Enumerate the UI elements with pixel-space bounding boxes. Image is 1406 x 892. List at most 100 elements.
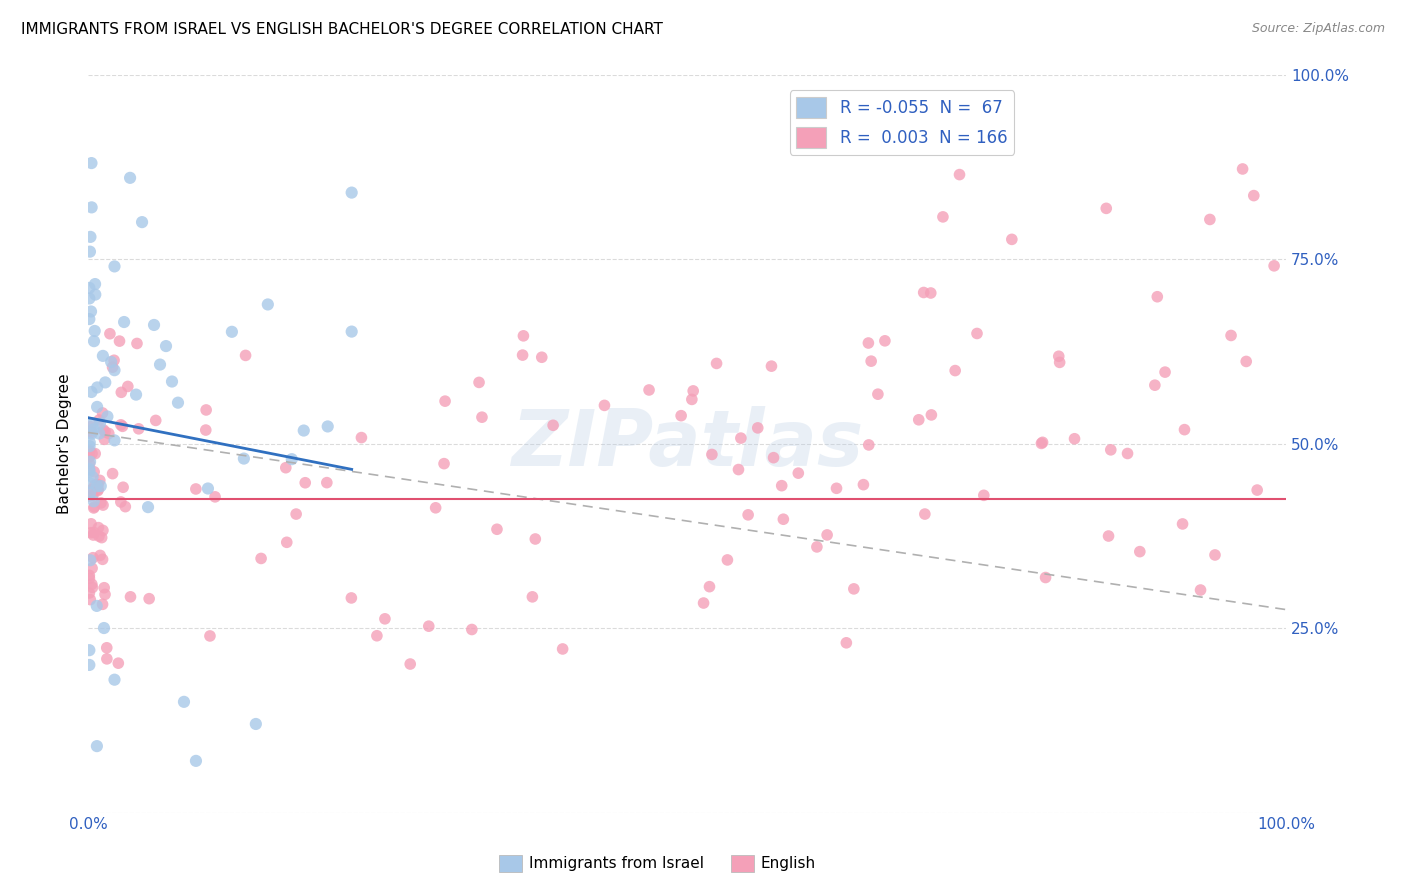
Point	[966, 326, 988, 341]
Point	[762, 450, 785, 465]
Point	[94, 376, 117, 390]
Point	[83, 334, 105, 348]
Point	[461, 623, 484, 637]
Point	[920, 408, 942, 422]
Point	[912, 285, 935, 300]
Point	[835, 636, 858, 650]
Point	[197, 482, 219, 496]
Point	[120, 170, 142, 185]
Point	[1154, 365, 1177, 379]
Point	[1232, 161, 1254, 176]
Point	[294, 475, 316, 490]
Point	[93, 433, 115, 447]
Point	[79, 450, 101, 464]
Point	[350, 431, 373, 445]
Point	[93, 423, 115, 437]
Point	[80, 156, 103, 170]
Point	[907, 413, 929, 427]
Point	[79, 281, 101, 295]
Point	[83, 478, 105, 492]
Point	[232, 451, 254, 466]
Point	[1243, 188, 1265, 202]
Point	[97, 426, 120, 441]
Point	[524, 532, 547, 546]
Point	[184, 482, 207, 496]
Point	[103, 434, 125, 448]
Point	[948, 168, 970, 182]
Point	[1095, 202, 1118, 216]
Point	[83, 500, 105, 515]
Point	[593, 398, 616, 412]
Point	[79, 568, 101, 582]
Point	[682, 384, 704, 398]
Point	[79, 657, 101, 672]
Point	[91, 552, 114, 566]
Point	[245, 717, 267, 731]
Point	[285, 507, 308, 521]
Y-axis label: Bachelor's Degree: Bachelor's Degree	[58, 373, 72, 514]
Point	[1234, 354, 1257, 368]
Point	[858, 336, 880, 351]
Point	[1246, 483, 1268, 497]
Point	[669, 409, 692, 423]
Point	[79, 643, 101, 657]
Point	[96, 652, 118, 666]
Point	[1146, 290, 1168, 304]
Point	[1097, 529, 1119, 543]
Point	[761, 359, 783, 373]
Point	[103, 260, 125, 274]
Point	[83, 324, 105, 338]
Point	[83, 494, 105, 508]
Point	[716, 553, 738, 567]
Point	[973, 488, 995, 502]
Point	[79, 455, 101, 469]
Point	[512, 329, 534, 343]
Point	[1063, 432, 1085, 446]
Point	[79, 244, 101, 259]
Point	[512, 348, 534, 362]
Point	[943, 363, 966, 377]
Point	[125, 336, 148, 351]
Point	[1189, 582, 1212, 597]
Point	[173, 695, 195, 709]
Point	[89, 549, 111, 563]
Point	[80, 525, 103, 540]
Point	[79, 485, 101, 500]
Point	[87, 482, 110, 496]
Point	[111, 419, 134, 434]
Point	[91, 406, 114, 420]
Point	[82, 581, 104, 595]
Point	[873, 334, 896, 348]
Point	[83, 525, 105, 540]
Point	[91, 598, 114, 612]
Point	[825, 481, 848, 495]
Point	[79, 435, 101, 450]
Point	[1032, 435, 1054, 450]
Point	[866, 387, 889, 401]
Point	[366, 629, 388, 643]
Point	[82, 488, 104, 502]
Point	[83, 422, 105, 436]
Point	[94, 425, 117, 439]
Point	[541, 418, 564, 433]
Point	[80, 384, 103, 399]
Point	[692, 596, 714, 610]
Point	[79, 464, 101, 478]
Point	[117, 379, 139, 393]
Point	[858, 438, 880, 452]
Point	[83, 500, 105, 514]
Point	[90, 531, 112, 545]
Point	[82, 550, 104, 565]
Point	[79, 462, 101, 476]
Point	[82, 528, 104, 542]
Point	[79, 571, 101, 585]
Point	[80, 516, 103, 531]
Legend: R = -0.055  N =  67, R =  0.003  N = 166: R = -0.055 N = 67, R = 0.003 N = 166	[790, 90, 1014, 154]
Point	[114, 500, 136, 514]
Point	[340, 325, 363, 339]
Point	[1143, 378, 1166, 392]
Point	[125, 387, 148, 401]
Point	[699, 580, 721, 594]
Point	[1035, 570, 1057, 584]
Point	[89, 417, 111, 431]
